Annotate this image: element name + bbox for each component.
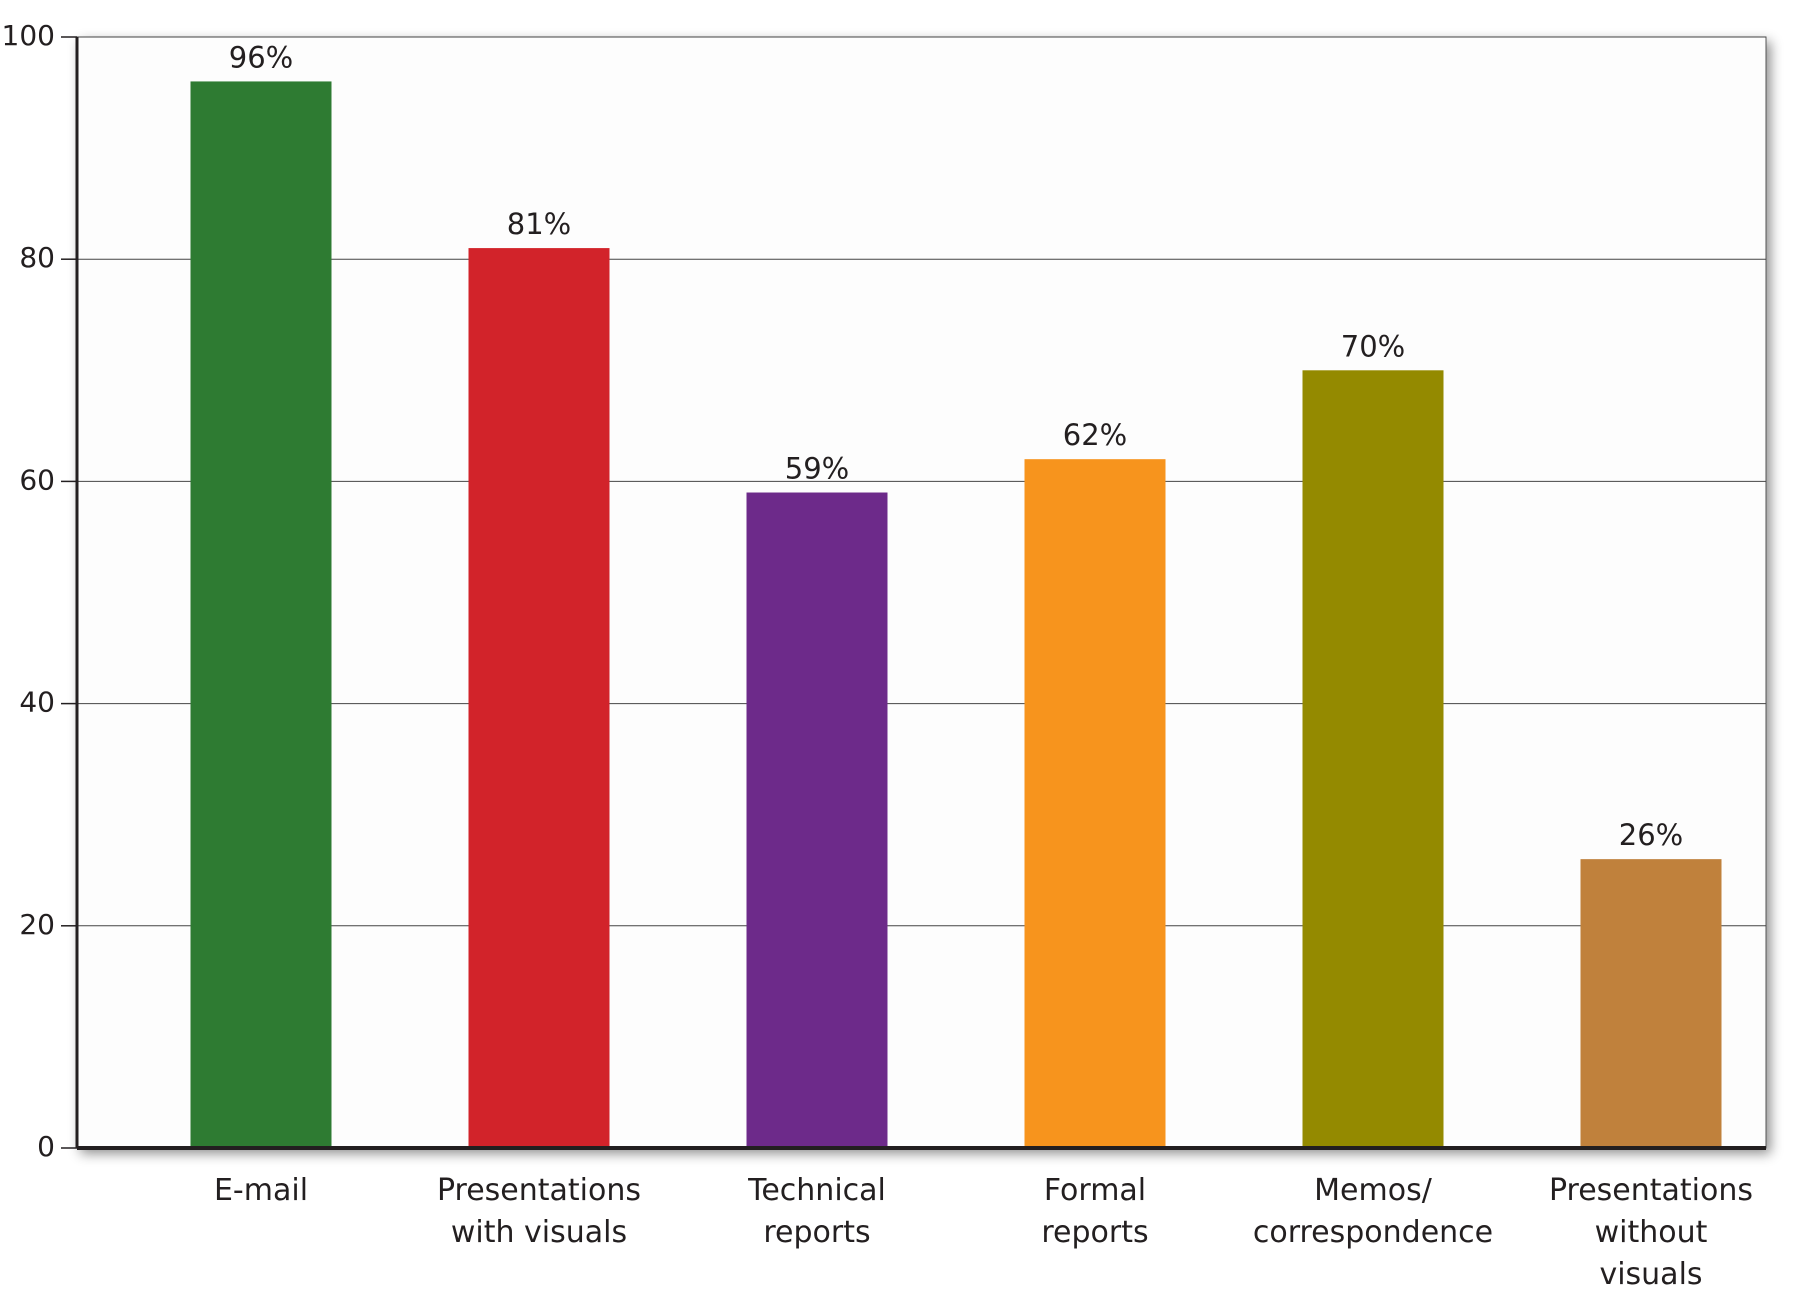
x-tick-label: Presentations with visuals (436, 1173, 642, 1250)
value-label: 81% (507, 207, 571, 241)
x-tick-label: Technical reports (748, 1173, 886, 1250)
value-label: 59% (785, 452, 849, 486)
y-tick-label: 80 (19, 241, 55, 274)
x-tick-label: Formal reports (1041, 1173, 1149, 1250)
value-label: 62% (1063, 418, 1127, 452)
x-tick-label: E-mail (213, 1173, 309, 1208)
y-tick-label: 60 (19, 463, 55, 496)
y-tick-label: 0 (37, 1130, 55, 1163)
x-tick-label: Presentations without visuals (1548, 1173, 1754, 1292)
value-label: 70% (1341, 329, 1405, 363)
bar (1580, 859, 1722, 1148)
plot-area (76, 36, 1767, 1149)
y-tick-label: 100 (2, 19, 55, 52)
bar (468, 248, 610, 1149)
bar (746, 492, 888, 1148)
bar (1024, 459, 1166, 1148)
bar (1302, 370, 1444, 1148)
x-tick-label: Memos/ correspondence (1252, 1173, 1494, 1250)
y-tick-label: 20 (19, 908, 55, 941)
y-tick-label: 40 (19, 686, 55, 719)
bar (190, 81, 332, 1149)
value-label: 96% (229, 40, 293, 74)
value-label: 26% (1619, 818, 1683, 852)
